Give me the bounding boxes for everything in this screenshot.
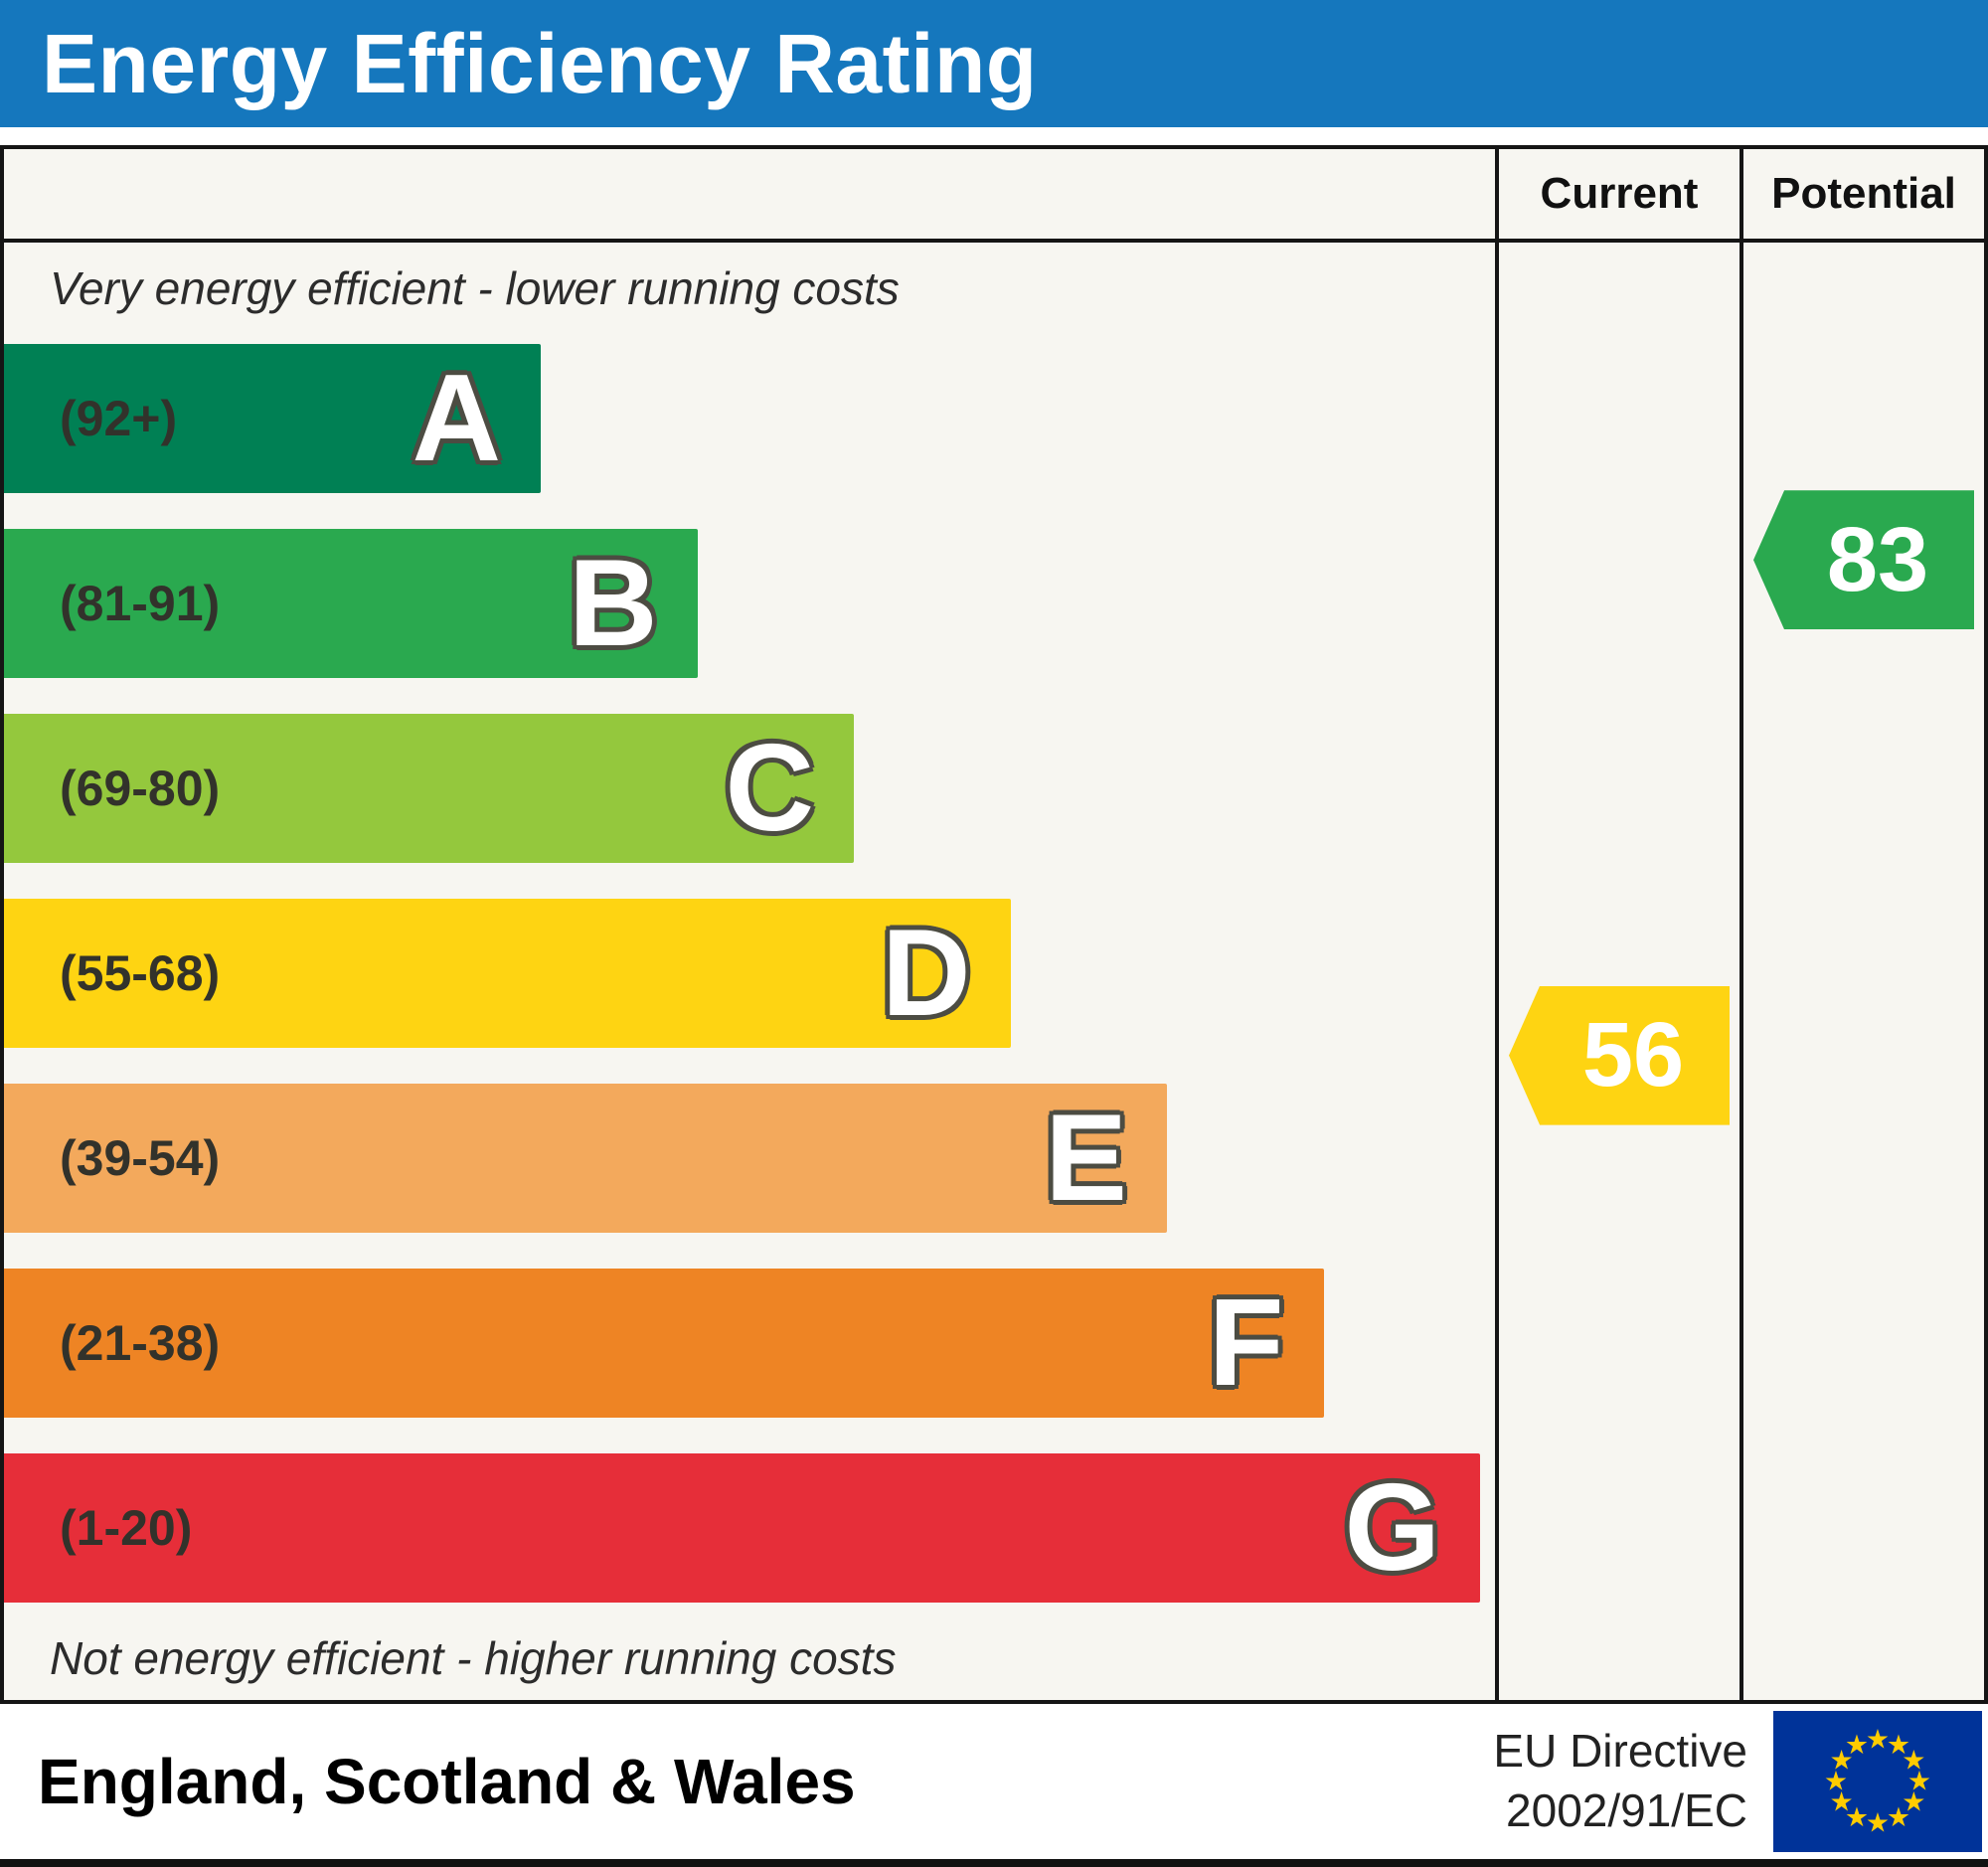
potential-rating-arrow: 83 — [1753, 490, 1974, 630]
band-row-g: (1-20) G — [4, 1436, 1495, 1620]
band-range-label: (21-38) — [60, 1315, 221, 1371]
eu-directive-label: EU Directive 2002/91/EC — [1493, 1722, 1747, 1841]
eu-star-icon: ★ — [1887, 1802, 1910, 1833]
caption-top: Very energy efficient - lower running co… — [50, 262, 900, 314]
band-row-e: (39-54) E — [4, 1066, 1495, 1251]
band-range-label: (1-20) — [60, 1500, 193, 1556]
current-rating-value: 56 — [1581, 1004, 1685, 1106]
band-range-label: (55-68) — [60, 945, 221, 1001]
eu-flag-field — [1773, 1711, 1982, 1852]
eu-flag-stars: ★★★★★★★★★★★★ — [1824, 1725, 1931, 1839]
eu-star-icon: ★ — [1902, 1787, 1925, 1818]
region-label: England, Scotland & Wales — [38, 1746, 856, 1817]
footer: England, Scotland & Wales EU Directive 2… — [0, 1704, 1988, 1867]
eu-star-icon: ★ — [1845, 1802, 1869, 1833]
band-letter: B — [568, 535, 658, 672]
potential-column-header: Potential — [1743, 149, 1984, 243]
band-range-label: (39-54) — [60, 1130, 221, 1186]
bands-column: Very energy efficient - lower running co… — [4, 149, 1495, 1700]
eu-star-icon: ★ — [1866, 1725, 1890, 1756]
bands-column-header — [4, 149, 1495, 243]
eu-flag-icon: ★★★★★★★★★★★★ — [1773, 1711, 1982, 1852]
band-bar-d: (55-68) D — [4, 898, 1011, 1049]
eu-star-icon: ★ — [1845, 1730, 1869, 1761]
current-rating-arrow: 56 — [1509, 985, 1730, 1125]
eu-star-icon: ★ — [1902, 1746, 1925, 1777]
current-column-header: Current — [1499, 149, 1740, 243]
band-letter: D — [881, 905, 971, 1042]
potential-column-body: 83 — [1743, 243, 1984, 1700]
eu-star-icon: ★ — [1907, 1767, 1931, 1797]
band-letter: C — [725, 720, 814, 857]
title-chart-gap — [0, 127, 1988, 145]
band-letter: F — [1208, 1274, 1284, 1412]
bands-column-body: Very energy efficient - lower running co… — [4, 243, 1495, 1700]
eu-star-icon: ★ — [1866, 1808, 1890, 1839]
caption-bottom: Not energy efficient - higher running co… — [50, 1632, 897, 1684]
band-row-c: (69-80) C — [4, 696, 1495, 881]
page-title: Energy Efficiency Rating — [42, 16, 1038, 110]
current-column: Current 56 — [1495, 149, 1740, 1700]
band-letter: E — [1045, 1090, 1127, 1227]
band-bar-c: (69-80) C — [4, 713, 854, 864]
energy-rating-chart: Very energy efficient - lower running co… — [0, 145, 1988, 1704]
band-letter: G — [1344, 1459, 1440, 1597]
eu-star-icon: ★ — [1829, 1787, 1853, 1818]
band-bar-g: (1-20) G — [4, 1452, 1480, 1604]
potential-column: Potential 83 — [1740, 149, 1984, 1700]
band-bar-f: (21-38) F — [4, 1268, 1324, 1419]
eu-directive-line1: EU Directive — [1493, 1725, 1747, 1778]
band-range-label: (69-80) — [60, 761, 221, 816]
eu-star-icon: ★ — [1824, 1767, 1848, 1797]
band-bar-b: (81-91) B — [4, 528, 698, 679]
band-letter: A — [412, 350, 501, 487]
current-column-body: 56 — [1499, 243, 1740, 1700]
band-bar-a: (92+) A — [4, 343, 541, 494]
eu-directive-line2: 2002/91/EC — [1506, 1784, 1747, 1836]
band-row-f: (21-38) F — [4, 1251, 1495, 1436]
band-row-a: (92+) A — [4, 326, 1495, 511]
band-row-d: (55-68) D — [4, 881, 1495, 1066]
title-bar: Energy Efficiency Rating — [0, 0, 1988, 127]
band-row-b: (81-91) B — [4, 511, 1495, 696]
eu-star-icon: ★ — [1829, 1746, 1853, 1777]
eu-star-icon: ★ — [1887, 1730, 1910, 1761]
band-list: (92+) A (81-91) B (69-80) C — [4, 326, 1495, 1620]
band-bar-e: (39-54) E — [4, 1083, 1167, 1234]
potential-rating-value: 83 — [1826, 508, 1929, 610]
band-range-label: (92+) — [60, 391, 178, 446]
band-range-label: (81-91) — [60, 576, 221, 631]
